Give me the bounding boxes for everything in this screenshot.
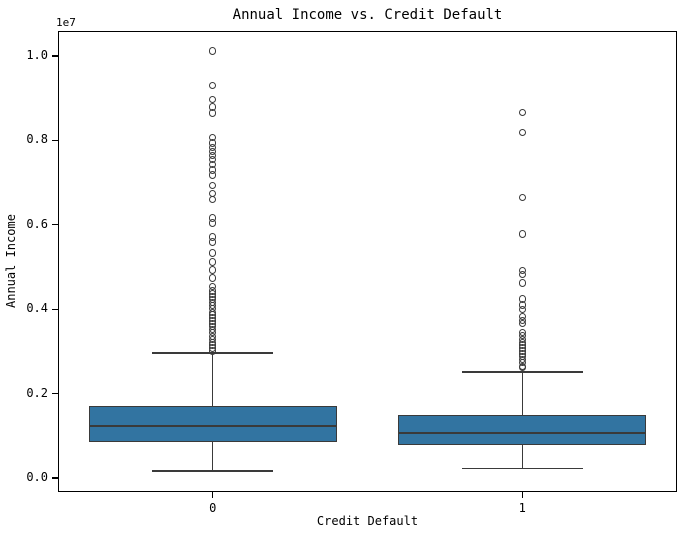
y-tick-mark — [52, 139, 58, 141]
y-axis-label: Annual Income — [4, 214, 18, 309]
outlier-point — [518, 108, 526, 116]
outlier-point — [209, 189, 217, 197]
y-tick-mark — [52, 392, 58, 395]
whisker-cap-lower — [152, 470, 274, 472]
outlier-point — [518, 364, 526, 372]
outlier-point — [209, 219, 217, 227]
outlier-point — [209, 181, 217, 189]
y-tick-label: 1.0 — [26, 47, 48, 62]
x-tick-label: 1 — [518, 501, 526, 515]
outlier-point — [209, 249, 217, 257]
outlier-point — [209, 266, 217, 274]
x-tick-label: 0 — [209, 501, 217, 515]
outlier-point — [209, 81, 217, 89]
outlier-point — [518, 194, 526, 202]
chart-title: Annual Income vs. Credit Default — [232, 7, 503, 23]
box — [398, 415, 647, 446]
outlier-point — [209, 238, 217, 246]
y-axis-offset-label: 1e7 — [56, 16, 76, 29]
outlier-point — [209, 274, 217, 282]
y-tick-mark — [52, 308, 58, 310]
median-line — [88, 425, 337, 427]
whisker-lower — [521, 445, 523, 469]
y-tick-mark — [52, 477, 58, 479]
outlier-point — [518, 129, 526, 137]
whisker-upper — [212, 353, 214, 406]
y-tick-label: 0.0 — [26, 469, 48, 484]
y-tick-label: 0.6 — [26, 216, 48, 231]
outlier-point — [209, 109, 217, 117]
y-tick-label: 0.4 — [26, 301, 48, 316]
y-tick-label: 0.2 — [26, 385, 48, 400]
outlier-point — [209, 347, 217, 355]
whisker-cap-lower — [461, 467, 583, 470]
outlier-point — [209, 171, 217, 179]
whisker-upper — [521, 372, 523, 416]
outlier-point — [209, 258, 217, 266]
outlier-point — [518, 279, 526, 287]
outlier-point — [518, 230, 526, 238]
box — [88, 405, 337, 443]
y-tick-mark — [52, 224, 58, 226]
y-tick-label: 0.8 — [26, 132, 48, 147]
x-tick-mark — [521, 492, 523, 498]
outlier-point — [518, 305, 526, 313]
outlier-point — [518, 270, 526, 278]
x-axis-label: Credit Default — [316, 514, 419, 528]
median-line — [398, 432, 647, 434]
outlier-point — [209, 196, 217, 204]
outlier-point — [518, 319, 526, 327]
outlier-point — [209, 47, 217, 55]
y-tick-mark — [52, 55, 58, 57]
whisker-lower — [212, 442, 214, 471]
x-tick-mark — [212, 492, 214, 498]
outlier-point — [209, 96, 217, 104]
whisker-cap-upper — [461, 371, 583, 373]
